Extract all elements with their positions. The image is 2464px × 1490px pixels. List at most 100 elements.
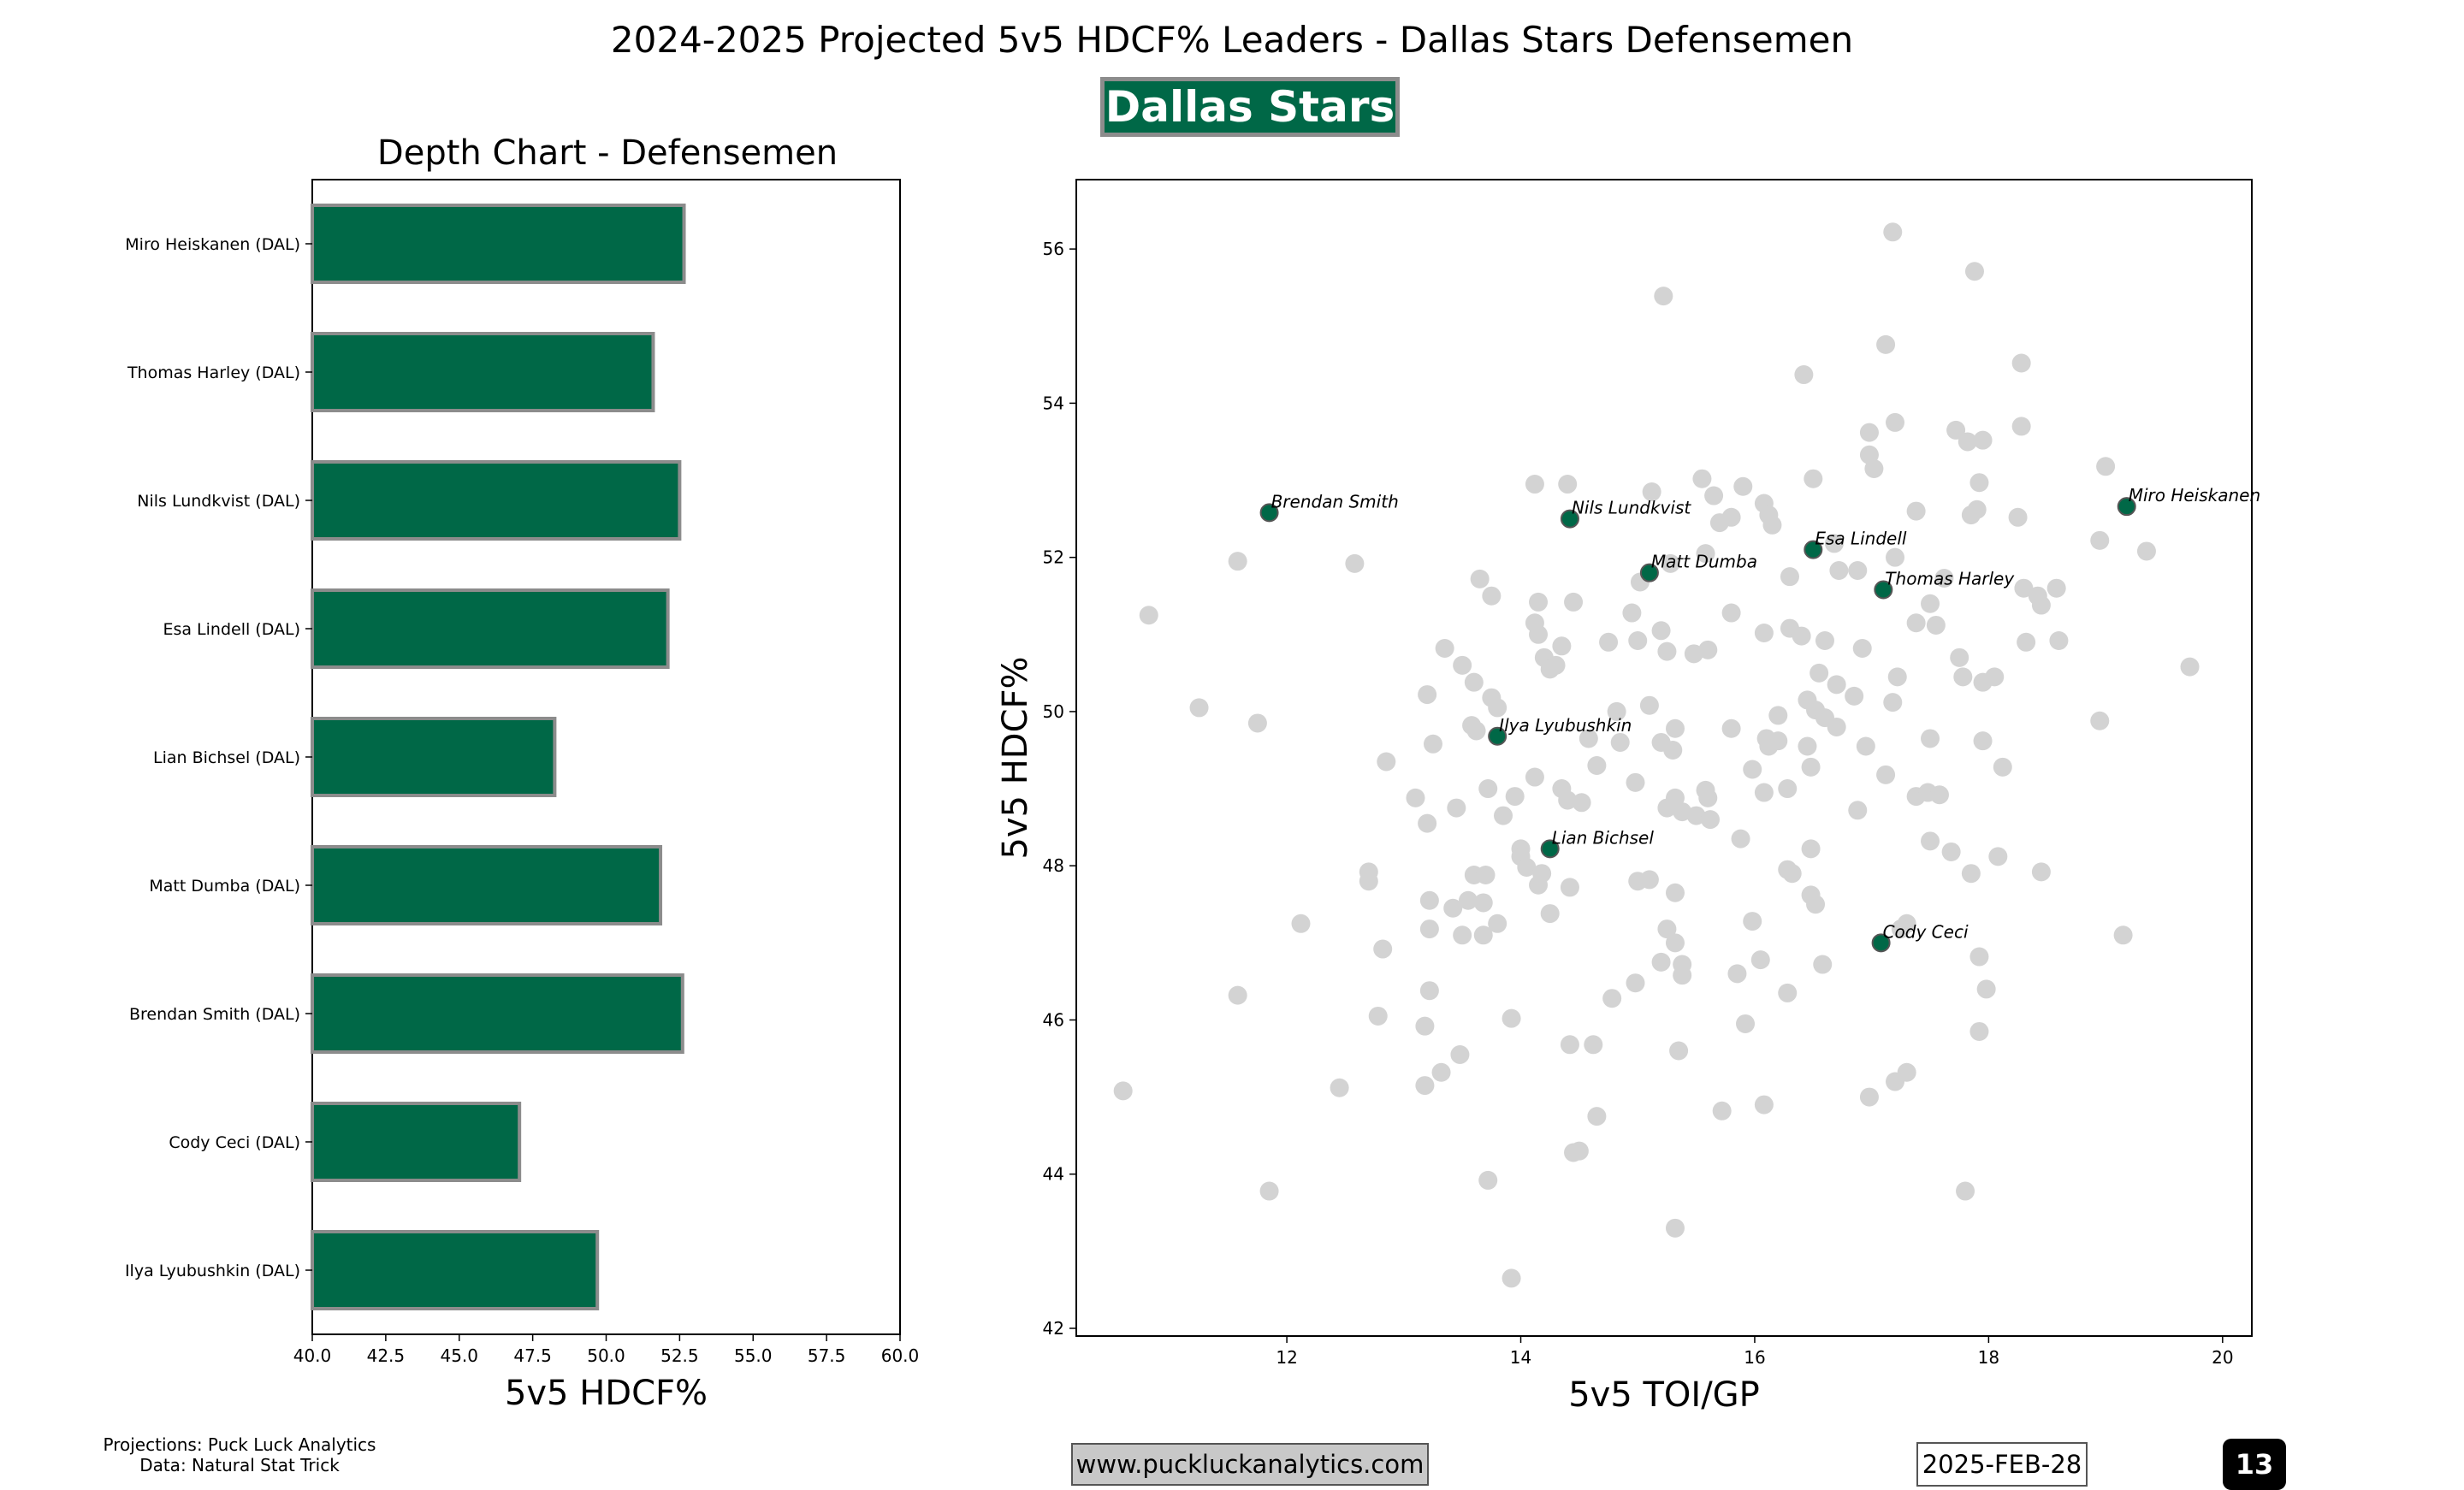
league-point <box>1478 779 1498 799</box>
league-point <box>1663 740 1683 760</box>
league-point <box>1941 842 1961 861</box>
league-point <box>1657 919 1677 939</box>
player-point-label: Matt Dumba <box>1651 552 1757 572</box>
league-point <box>1780 567 1799 587</box>
league-point <box>1368 1006 1388 1026</box>
x-tick-label: 20 <box>2212 1347 2233 1368</box>
league-point <box>1517 857 1537 877</box>
league-point <box>1488 914 1507 933</box>
date-label: 2025-FEB-28 <box>1916 1442 2088 1487</box>
league-point <box>1661 553 1680 573</box>
league-point <box>1798 736 1817 756</box>
league-point <box>1482 586 1502 606</box>
league-point <box>1505 787 1525 807</box>
y-tick-label: 44 <box>1043 1164 1064 1185</box>
y-tick-label: 42 <box>1043 1318 1064 1339</box>
league-point <box>1956 1181 1975 1201</box>
league-point <box>1768 706 1788 725</box>
league-point <box>1345 553 1365 573</box>
league-point <box>1450 1045 1470 1065</box>
bar-chart: Miro Heiskanen (DAL) Thomas Harley (DAL) N… <box>125 179 920 1413</box>
league-point <box>1969 1021 1989 1041</box>
league-point <box>1701 810 1721 830</box>
league-point <box>1743 760 1762 779</box>
league-point <box>1856 736 1875 756</box>
league-point <box>1969 473 1989 493</box>
league-point <box>1639 870 1659 890</box>
league-point <box>1494 806 1513 825</box>
league-point <box>1964 262 1984 281</box>
league-point <box>1985 667 2005 687</box>
team-badge: Dallas Stars <box>1100 77 1400 137</box>
league-point <box>1762 515 1782 535</box>
league-point <box>1921 594 1940 613</box>
player-point <box>1540 839 1560 859</box>
x-tick-label: 60.0 <box>881 1345 920 1366</box>
league-point <box>1578 729 1598 748</box>
x-tick-label: 12 <box>1276 1347 1297 1368</box>
league-point <box>1993 757 2012 777</box>
league-point <box>1669 1041 1689 1061</box>
league-point <box>1673 966 1692 985</box>
league-point <box>1950 647 1969 667</box>
y-tick-label: 52 <box>1043 547 1064 568</box>
league-point <box>1406 788 1425 807</box>
scatter-chart: Brendan Smith Nils Lundkvist Esa Lindell Ma… <box>996 179 2260 1415</box>
league-point <box>2096 457 2116 476</box>
league-point <box>1886 412 1905 432</box>
league-point <box>1443 898 1463 918</box>
league-point <box>2031 862 2051 882</box>
player-point-label: Ilya Lyubushkin <box>1499 715 1632 736</box>
league-point <box>1778 779 1798 799</box>
league-point <box>1639 695 1659 715</box>
league-point <box>1228 985 1247 1005</box>
league-point <box>1423 734 1442 754</box>
league-point <box>1113 1081 1133 1101</box>
league-point <box>1602 989 1622 1008</box>
league-point <box>1934 568 1954 588</box>
league-point <box>2008 507 2028 527</box>
league-point <box>1696 544 1715 564</box>
league-point <box>1435 639 1454 659</box>
league-point <box>1845 686 1864 706</box>
league-point <box>1967 500 1987 519</box>
league-point <box>1419 890 1439 910</box>
league-point <box>1665 718 1685 738</box>
league-point <box>1415 1076 1435 1096</box>
player-point <box>1259 503 1279 523</box>
league-point <box>1704 486 1724 506</box>
bar <box>311 845 663 925</box>
player-point-label: Nils Lundkvist <box>1572 498 1691 518</box>
x-axis-label: 5v5 HDCF% <box>505 1374 708 1413</box>
league-point <box>1654 287 1673 306</box>
league-point <box>2049 630 2069 650</box>
bar <box>311 460 682 541</box>
league-point <box>1665 933 1685 953</box>
x-tick-label: 55.0 <box>734 1345 773 1366</box>
league-point <box>1792 626 1811 646</box>
league-point <box>2011 417 2031 436</box>
league-point <box>1973 731 1993 751</box>
league-point <box>1743 912 1762 931</box>
league-point <box>1859 423 1879 442</box>
league-point <box>1478 1170 1498 1190</box>
league-point <box>1418 813 1437 833</box>
league-point <box>1599 632 1619 652</box>
y-tick-label: Matt Dumba (DAL) <box>149 877 300 896</box>
y-tick-label: 46 <box>1043 1009 1064 1030</box>
league-point <box>1622 603 1642 623</box>
league-point <box>1891 919 1910 939</box>
league-point <box>1961 864 1981 884</box>
league-point <box>1560 878 1579 897</box>
y-tick-label: Thomas Harley (DAL) <box>127 364 300 382</box>
league-point <box>2046 578 2066 598</box>
league-point <box>1502 1008 1521 1028</box>
x-tick-label: 16 <box>1744 1347 1765 1368</box>
league-point <box>1247 713 1267 733</box>
league-point <box>1969 947 1989 967</box>
league-point <box>1587 756 1607 776</box>
league-point <box>1887 667 1907 687</box>
league-point <box>1864 459 1884 478</box>
x-axis-label: 5v5 TOI/GP <box>1568 1375 1760 1415</box>
player-point <box>1874 580 1893 600</box>
